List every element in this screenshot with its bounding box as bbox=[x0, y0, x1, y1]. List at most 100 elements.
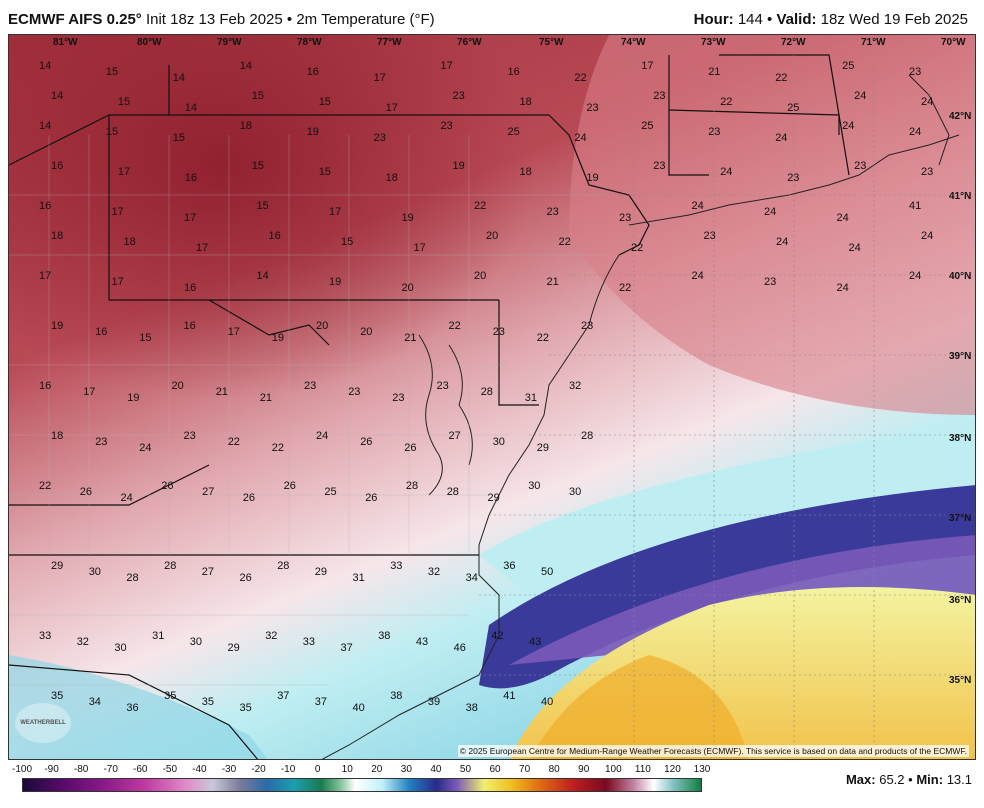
colorbar-tick-label: 70 bbox=[519, 764, 531, 775]
colorbar-tick-label: -10 bbox=[280, 764, 296, 775]
temperature-value: 23 bbox=[854, 160, 866, 172]
southwest-cool-zone bbox=[9, 655, 268, 759]
colorbar-tick-label: -70 bbox=[103, 764, 118, 775]
temperature-value: 18 bbox=[386, 172, 398, 184]
temperature-value: 32 bbox=[265, 630, 277, 642]
temperature-value: 22 bbox=[720, 96, 732, 108]
temperature-value: 15 bbox=[341, 236, 353, 248]
temperature-value: 33 bbox=[390, 560, 402, 572]
temperature-value: 24 bbox=[842, 120, 854, 132]
lat-label: 39°N bbox=[949, 351, 971, 362]
colorbar-tick-label: -60 bbox=[133, 764, 148, 775]
lon-label: 81°W bbox=[53, 37, 78, 48]
temperature-value: 24 bbox=[574, 132, 586, 144]
temperature-value: 29 bbox=[488, 492, 500, 504]
temperature-value: 14 bbox=[51, 90, 63, 102]
temperature-value: 28 bbox=[481, 386, 493, 398]
temperature-value: 15 bbox=[139, 332, 151, 344]
map-canvas: 81°W 80°W 79°W 78°W 77°W 76°W 75°W 74°W … bbox=[9, 35, 975, 759]
county-lines bbox=[9, 135, 609, 686]
temperature-value: 17 bbox=[112, 276, 124, 288]
temperature-value: 23 bbox=[787, 172, 799, 184]
colorbar-ticks: -100 -90 -80 -70 -60 -50 -40 -30 -20 -10 0 10 20 30 40… bbox=[11, 764, 714, 778]
colorbar-tick-label: -20 bbox=[251, 764, 266, 775]
lat-label: 37°N bbox=[949, 513, 971, 524]
temperature-value: 26 bbox=[240, 572, 252, 584]
temperature-map: 81°W 80°W 79°W 78°W 77°W 76°W 75°W 74°W … bbox=[8, 34, 976, 760]
temperature-value: 19 bbox=[453, 160, 465, 172]
temperature-value: 35 bbox=[202, 696, 214, 708]
temperature-value: 23 bbox=[704, 230, 716, 242]
temperature-value: 27 bbox=[202, 486, 214, 498]
temperature-value: 18 bbox=[520, 96, 532, 108]
temperature-value: 20 bbox=[316, 320, 328, 332]
colorbar-tick-label: -100 bbox=[11, 764, 33, 775]
temperature-value: 16 bbox=[307, 66, 319, 78]
temperature-value: 19 bbox=[272, 332, 284, 344]
lon-label: 78°W bbox=[297, 37, 322, 48]
temperature-value: 23 bbox=[184, 430, 196, 442]
temperature-value: 29 bbox=[51, 560, 63, 572]
colorbar-tick-label: -50 bbox=[162, 764, 178, 775]
state-borders bbox=[9, 54, 850, 759]
lat-label: 41°N bbox=[949, 191, 971, 202]
temperature-value: 30 bbox=[528, 480, 540, 492]
temperature-value: 18 bbox=[520, 166, 532, 178]
copyright-notice: © 2025 European Centre for Medium-Range … bbox=[457, 745, 969, 757]
temperature-value: 21 bbox=[404, 332, 416, 344]
valid-time: 18z Wed 19 Feb 2025 bbox=[820, 11, 968, 28]
temperature-value: 50 bbox=[541, 566, 553, 578]
temperature-value: 26 bbox=[161, 480, 173, 492]
temperature-value: 22 bbox=[474, 200, 486, 212]
lat-label: 35°N bbox=[949, 675, 971, 686]
temperature-value: 17 bbox=[118, 166, 130, 178]
temperature-value: 22 bbox=[228, 436, 240, 448]
temperature-value: 17 bbox=[374, 72, 386, 84]
temperature-value: 23 bbox=[921, 166, 933, 178]
temperature-value: 40 bbox=[541, 696, 553, 708]
temperature-value: 24 bbox=[909, 126, 921, 138]
temperature-value: 21 bbox=[547, 276, 559, 288]
temperature-value: 23 bbox=[95, 436, 107, 448]
temperature-value: 28 bbox=[406, 480, 418, 492]
colorbar-tick-label: -80 bbox=[73, 764, 89, 775]
temperature-value: 23 bbox=[437, 380, 449, 392]
forecast-hour: 144 bbox=[737, 11, 763, 28]
temperature-value: 26 bbox=[360, 436, 372, 448]
temperature-value: 26 bbox=[404, 442, 416, 454]
temperature-value: 24 bbox=[692, 270, 704, 282]
temperature-value: 31 bbox=[525, 392, 537, 404]
temperature-value: 46 bbox=[454, 642, 466, 654]
temperature-value: 37 bbox=[277, 690, 289, 702]
temperature-value: 29 bbox=[537, 442, 549, 454]
temperature-value: 15 bbox=[118, 96, 130, 108]
temperature-value: 16 bbox=[95, 326, 107, 338]
temperature-value: 30 bbox=[114, 642, 126, 654]
temperature-value: 36 bbox=[503, 560, 515, 572]
temperature-value: 23 bbox=[581, 320, 593, 332]
field-name: 2m Temperature (°F) bbox=[296, 11, 435, 28]
valid-info: Hour: 144 • Valid: 18z Wed 19 Feb 2025 bbox=[693, 11, 968, 28]
coastline bbox=[321, 74, 960, 759]
temperature-value: 24 bbox=[837, 212, 849, 224]
temperature-value: 35 bbox=[51, 690, 63, 702]
temperature-value: 27 bbox=[202, 566, 214, 578]
temperature-value: 38 bbox=[466, 702, 478, 714]
colorbar-gradient bbox=[22, 778, 702, 792]
temperature-value: 23 bbox=[619, 212, 631, 224]
temperature-value: 24 bbox=[121, 492, 133, 504]
temperature-value: 23 bbox=[653, 160, 665, 172]
max-min-stats: Max: 65.2 • Min: 13.1 bbox=[845, 772, 972, 787]
temperature-value: 32 bbox=[569, 380, 581, 392]
temperature-value: 14 bbox=[240, 60, 252, 72]
temperature-value: 30 bbox=[493, 436, 505, 448]
temperature-value: 19 bbox=[402, 212, 414, 224]
temperature-value: 20 bbox=[360, 326, 372, 338]
temperature-value: 22 bbox=[619, 282, 631, 294]
weatherbell-logo: WEATHERBELL bbox=[15, 703, 71, 743]
temperature-value: 15 bbox=[257, 200, 269, 212]
temperature-value: 22 bbox=[449, 320, 461, 332]
temperature-value: 23 bbox=[493, 326, 505, 338]
temperature-value: 17 bbox=[641, 60, 653, 72]
temperature-value: 29 bbox=[228, 642, 240, 654]
